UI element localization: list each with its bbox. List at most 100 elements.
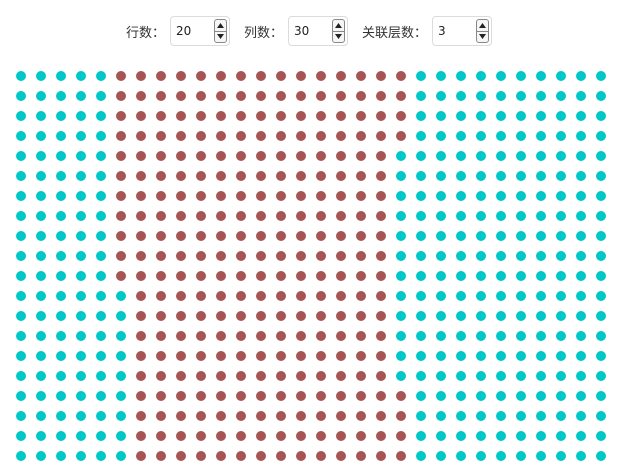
grid-dot [456,191,466,201]
highlighted-dot [376,191,386,201]
highlighted-dot [296,151,306,161]
highlighted-dot [216,371,226,381]
highlighted-dot [356,231,366,241]
highlighted-dot [256,151,266,161]
grid-dot [596,291,606,301]
rows-increment-button[interactable] [215,20,226,31]
grid-dot [56,431,66,441]
highlighted-dot [216,91,226,101]
highlighted-dot [236,431,246,441]
grid-dot [96,371,106,381]
grid-dot [516,231,526,241]
grid-dot [536,451,546,461]
grid-dot [416,331,426,341]
highlighted-dot [376,91,386,101]
rows-input[interactable] [170,17,213,45]
highlighted-dot [176,171,186,181]
grid-dot [436,171,446,181]
highlighted-dot [176,191,186,201]
highlighted-dot [316,291,326,301]
grid-dot [516,251,526,261]
grid-dot [36,71,46,81]
highlighted-dot [316,311,326,321]
grid-dot [516,311,526,321]
grid-dot [56,111,66,121]
grid-dot [436,271,446,281]
cols-decrement-button[interactable] [333,30,344,43]
grid-dot [76,431,86,441]
layers-increment-button[interactable] [477,20,488,31]
highlighted-dot [396,111,406,121]
grid-dot [576,91,586,101]
highlighted-dot [296,231,306,241]
grid-dot [596,251,606,261]
rows-decrement-button[interactable] [214,30,226,43]
grid-dot [416,271,426,281]
highlighted-dot [316,431,326,441]
cols-input[interactable] [289,17,331,45]
grid-dot [56,451,66,461]
grid-dot [56,371,66,381]
grid-dot [516,451,526,461]
highlighted-dot [396,451,406,461]
highlighted-dot [256,451,266,461]
highlighted-dot [336,291,346,301]
grid-dot [556,251,566,261]
layers-decrement-button[interactable] [477,30,489,43]
highlighted-dot [316,371,326,381]
grid-dot [476,211,486,221]
grid-dot [496,111,506,121]
grid-dot [36,331,46,341]
grid-dot [436,231,446,241]
grid-dot [456,451,466,461]
grid-dot [436,71,446,81]
highlighted-dot [356,191,366,201]
highlighted-dot [276,171,286,181]
toolbar: 行数： 列数： [0,14,618,48]
highlighted-dot [196,411,206,421]
grid-dot [456,171,466,181]
highlighted-dot [136,211,146,221]
grid-dot [36,191,46,201]
grid-dot [416,451,426,461]
highlighted-dot [156,431,166,441]
grid-dot [96,191,106,201]
highlighted-dot [156,291,166,301]
highlighted-dot [336,431,346,441]
grid-dot [536,131,546,141]
grid-dot [456,151,466,161]
highlighted-dot [196,371,206,381]
grid-dot [16,371,26,381]
grid-dot [576,351,586,361]
grid-dot [16,291,26,301]
cols-increment-button[interactable] [333,20,344,31]
grid-dot [476,191,486,201]
grid-dot [396,311,406,321]
grid-dot [596,231,606,241]
highlighted-dot [316,91,326,101]
grid-dot [576,231,586,241]
highlighted-dot [256,91,266,101]
grid-dot [76,71,86,81]
highlighted-dot [276,111,286,121]
layers-spin-buttons [476,19,490,43]
grid-dot [416,151,426,161]
highlighted-dot [156,131,166,141]
grid-dot [516,331,526,341]
layers-input[interactable] [433,17,476,45]
highlighted-dot [376,331,386,341]
highlighted-dot [216,411,226,421]
grid-dot [516,111,526,121]
highlighted-dot [196,291,206,301]
grid-dot [496,391,506,401]
highlighted-dot [136,271,146,281]
grid-dot [576,151,586,161]
highlighted-dot [196,351,206,361]
grid-dot [456,211,466,221]
highlighted-dot [336,331,346,341]
grid-dot [476,431,486,441]
grid-dot [76,191,86,201]
highlighted-dot [176,211,186,221]
grid-dot [96,331,106,341]
grid-dot [416,131,426,141]
